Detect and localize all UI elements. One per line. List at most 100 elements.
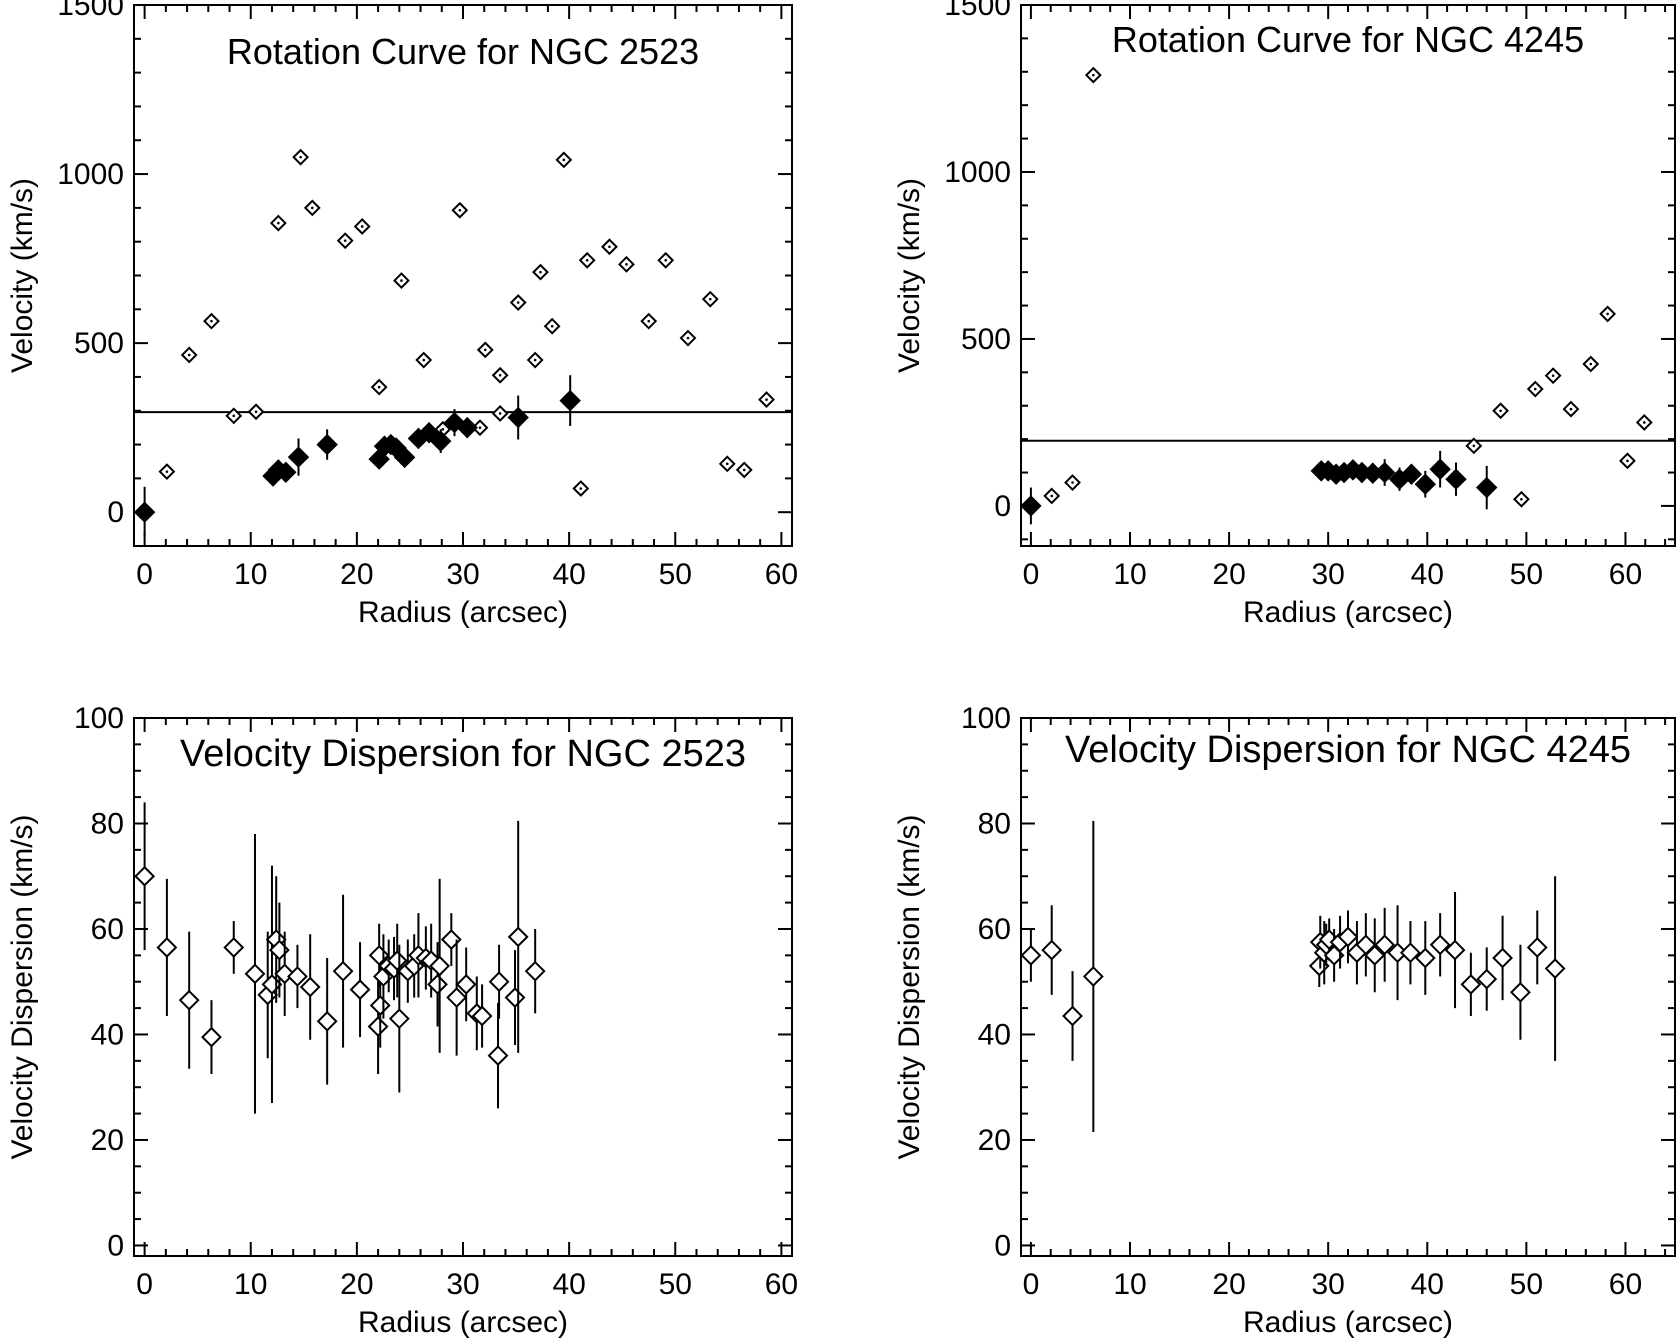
x-axis-label: Radius (arcsec)	[1243, 1306, 1453, 1339]
open-diamond-point	[1364, 944, 1386, 966]
x-tick-label: 20	[340, 1268, 373, 1301]
filled-diamond-point	[430, 430, 452, 452]
open-diamond-point	[386, 950, 408, 972]
diamond-center-dot	[232, 414, 236, 418]
y-tick-label: 20	[978, 1124, 1011, 1157]
open-diamond-point	[1082, 966, 1104, 987]
open-diamond-point	[1355, 934, 1377, 956]
diamond-center-dot	[377, 385, 381, 389]
chart-title: Velocity Dispersion for NGC 4245	[1065, 729, 1631, 771]
y-tick-label: 40	[978, 1018, 1011, 1051]
diamond-center-dot	[1092, 73, 1095, 77]
y-tick-label: 0	[107, 496, 124, 529]
x-tick-label: 10	[234, 558, 267, 591]
open-diamond-point	[388, 1008, 410, 1030]
diamond-center-dot	[187, 353, 191, 357]
filled-diamond-point	[1445, 468, 1467, 490]
diamond-center-dot	[165, 470, 169, 473]
open-diamond-point	[287, 966, 308, 987]
plot-frame	[133, 4, 793, 547]
open-diamond-point	[1526, 937, 1548, 958]
diamond-center-dot	[1569, 407, 1573, 411]
open-diamond-point	[1020, 944, 1042, 966]
open-diamond-point	[369, 995, 391, 1016]
diamond-center-dot	[1551, 374, 1555, 377]
open-diamond-point	[1337, 926, 1359, 948]
diamond-center-dot	[1520, 497, 1523, 501]
diamond-center-dot	[1533, 387, 1537, 391]
diamond-center-dot	[765, 398, 768, 401]
y-tick-label: 1500	[944, 0, 1011, 22]
diamond-center-dot	[1642, 421, 1646, 424]
open-diamond-point	[156, 937, 178, 958]
chart-3: 0 10 20 30 40 50 60 0 20 40 60 80 100 Radius (arcsec)…	[6, 702, 798, 1339]
open-diamond-point	[134, 865, 156, 887]
y-tick-label: 1000	[57, 158, 124, 191]
open-diamond-point	[332, 960, 354, 982]
diamond-center-dot	[1472, 444, 1476, 448]
x-tick-label: 0	[136, 1268, 153, 1301]
diamond-center-dot	[1050, 494, 1054, 498]
x-tick-label: 60	[765, 1268, 798, 1301]
diamond-center-dot	[422, 358, 426, 362]
open-diamond-point	[367, 1016, 389, 1037]
y-tick-label: 500	[961, 323, 1011, 356]
filled-diamond-point	[316, 433, 338, 456]
diamond-center-dot	[343, 239, 347, 242]
open-diamond-point	[524, 960, 546, 982]
diamond-center-dot	[708, 297, 712, 301]
x-tick-label: 60	[765, 558, 798, 591]
open-diamond-point	[1510, 981, 1531, 1003]
x-tick-label: 40	[1411, 1268, 1444, 1301]
open-diamond-point	[299, 976, 321, 998]
open-diamond-point	[349, 979, 371, 1001]
x-tick-label: 30	[446, 1268, 479, 1301]
chart-title: Velocity Dispersion for NGC 2523	[180, 733, 746, 775]
y-tick-label: 1000	[944, 156, 1011, 189]
y-axis-label: Velocity (km/s)	[893, 178, 926, 373]
x-axis-label: Radius (arcsec)	[358, 596, 568, 629]
open-diamond-point	[507, 926, 529, 948]
open-diamond-point	[427, 973, 448, 995]
filled-diamond-point	[133, 501, 156, 523]
x-axis-label: Radius (arcsec)	[358, 1306, 568, 1339]
y-tick-label: 100	[961, 702, 1011, 735]
filled-diamond-point	[1020, 495, 1042, 517]
x-tick-label: 40	[1411, 558, 1444, 591]
open-diamond-point	[1429, 934, 1451, 956]
diamond-center-dot	[1499, 409, 1502, 413]
open-diamond-point	[1062, 1005, 1083, 1027]
y-tick-label: 80	[978, 807, 1011, 840]
diamond-center-dot	[254, 410, 258, 414]
filled-diamond-point	[1400, 463, 1423, 485]
y-tick-label: 20	[91, 1124, 124, 1157]
diamond-center-dot	[539, 270, 542, 274]
diamond-center-dot	[478, 426, 482, 429]
open-diamond-point	[1041, 939, 1063, 961]
y-tick-label: 500	[74, 327, 124, 360]
open-diamond-point	[504, 987, 526, 1008]
open-diamond-point	[201, 1026, 222, 1048]
open-diamond-point	[487, 1045, 509, 1066]
x-tick-label: 10	[1113, 558, 1146, 591]
filled-diamond-point	[456, 416, 478, 439]
diamond-center-dot	[686, 336, 690, 340]
open-diamond-point	[223, 937, 245, 958]
open-diamond-point	[1400, 942, 1421, 964]
x-tick-label: 20	[1212, 1268, 1245, 1301]
diamond-center-dot	[310, 206, 314, 210]
diamond-center-dot	[1071, 481, 1074, 484]
plot-frame	[1020, 717, 1676, 1257]
x-tick-label: 50	[659, 558, 692, 591]
open-diamond-point	[316, 1010, 338, 1032]
diamond-center-dot	[1606, 312, 1609, 316]
x-tick-label: 30	[446, 558, 479, 591]
y-axis-label: Velocity (km/s)	[6, 178, 39, 373]
diamond-center-dot	[608, 245, 611, 249]
open-diamond-point	[1414, 947, 1436, 969]
diamond-center-dot	[210, 319, 213, 323]
x-tick-label: 40	[552, 558, 585, 591]
x-tick-label: 30	[1311, 1268, 1344, 1301]
diamond-center-dot	[498, 373, 502, 377]
